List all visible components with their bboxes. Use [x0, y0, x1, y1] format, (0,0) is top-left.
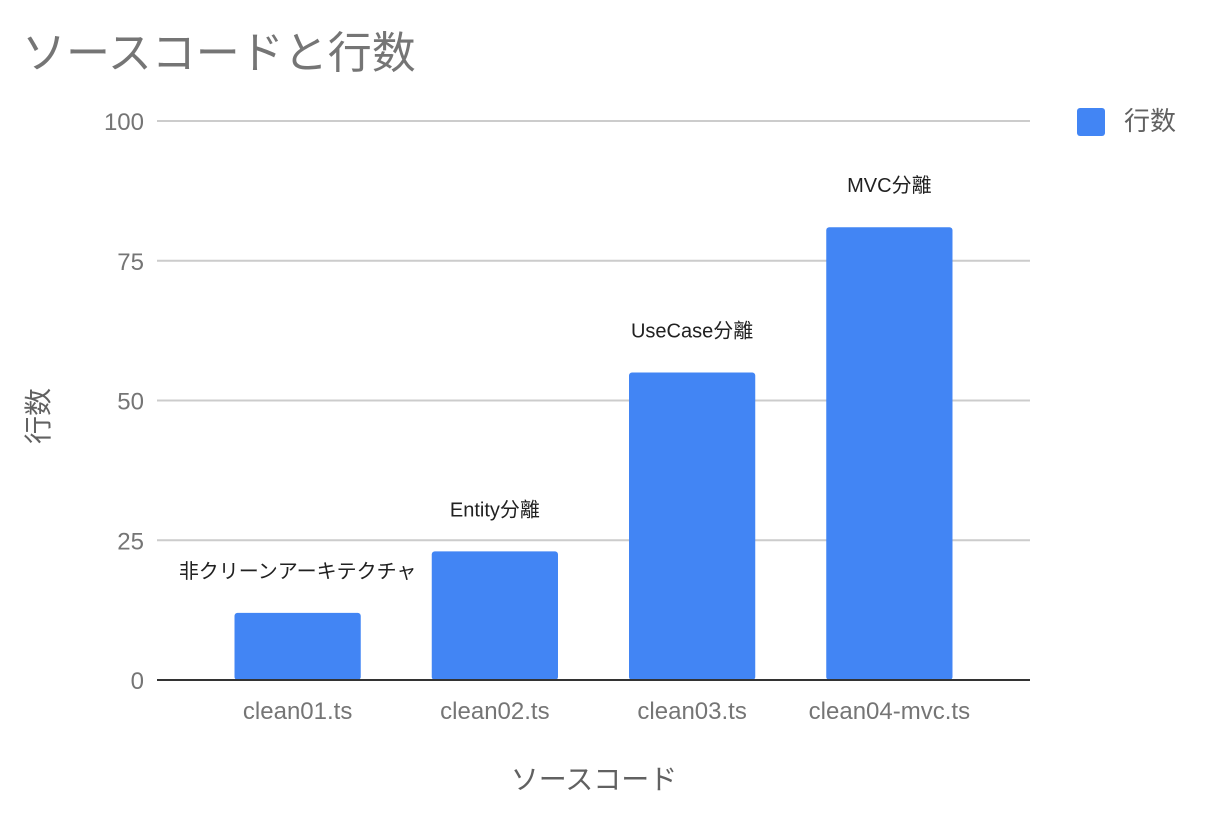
x-tick-label: clean02.ts	[440, 698, 549, 725]
bar	[234, 612, 361, 680]
y-axis-title: 行数	[23, 388, 54, 444]
y-tick-label: 100	[104, 109, 144, 136]
x-tick-label: clean01.ts	[243, 698, 352, 725]
x-axis-categories: clean01.ts clean02.ts clean03.ts clean04-mv…	[243, 698, 970, 725]
bars	[234, 227, 953, 680]
y-tick-label: 75	[117, 249, 144, 276]
bar	[431, 551, 558, 680]
bar	[629, 372, 756, 680]
bar-annotations: 非クリーンアーキテクチャ Entity分離 UseCase分離 MVC分離	[179, 174, 932, 583]
bar-annotation: Entity分離	[450, 498, 540, 521]
chart-title: ソースコードと行数	[22, 29, 416, 78]
x-tick-label: clean03.ts	[637, 698, 746, 725]
bar-annotation: MVC分離	[847, 174, 931, 197]
legend: 行数	[1077, 106, 1176, 136]
bar-annotation: 非クリーンアーキテクチャ	[179, 560, 417, 583]
x-tick-label: clean04-mvc.ts	[809, 698, 970, 725]
y-tick-label: 25	[117, 528, 144, 555]
bar	[826, 227, 953, 680]
bar-annotation: UseCase分離	[631, 320, 753, 343]
y-tick-label: 50	[117, 389, 144, 416]
legend-swatch	[1077, 108, 1105, 136]
y-tick-label: 0	[131, 668, 144, 695]
legend-label: 行数	[1124, 106, 1176, 136]
x-axis-title: ソースコード	[511, 764, 678, 795]
y-axis-ticks: 0 25 50 75 100	[104, 109, 144, 695]
